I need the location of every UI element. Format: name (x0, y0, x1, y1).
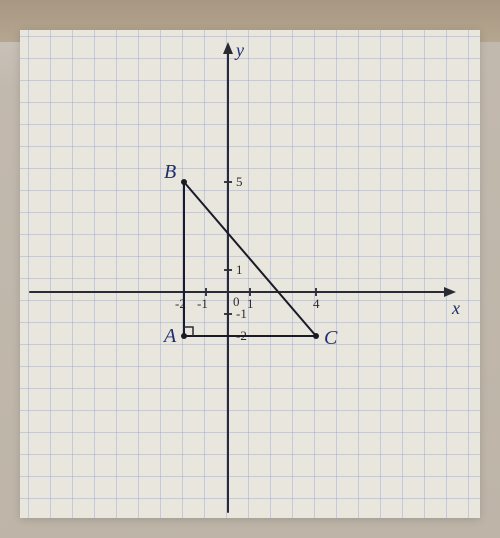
x-tick-label: 1 (247, 296, 254, 311)
vertex-label-a: A (162, 325, 177, 347)
y-axis-arrow (223, 42, 233, 54)
vertex-a (181, 333, 187, 339)
x-axis-arrow (444, 287, 456, 297)
y-tick-label: 1 (236, 262, 243, 277)
edge-bc (184, 182, 316, 336)
vertex-label-c: C (324, 327, 338, 349)
x-tick-label: 4 (313, 296, 320, 311)
coordinate-plot: xy0-2-114-1-215ABC (20, 30, 480, 518)
y-tick-label: 5 (236, 174, 243, 189)
x-axis-label: x (451, 298, 460, 318)
photo-background: xy0-2-114-1-215ABC (0, 0, 500, 538)
vertex-label-b: B (164, 161, 176, 183)
graph-paper: xy0-2-114-1-215ABC (20, 30, 480, 518)
vertex-c (313, 333, 319, 339)
y-tick-label: -1 (236, 306, 247, 321)
x-tick-label: -1 (197, 296, 208, 311)
vertex-b (181, 179, 187, 185)
y-axis-label: y (234, 40, 244, 60)
